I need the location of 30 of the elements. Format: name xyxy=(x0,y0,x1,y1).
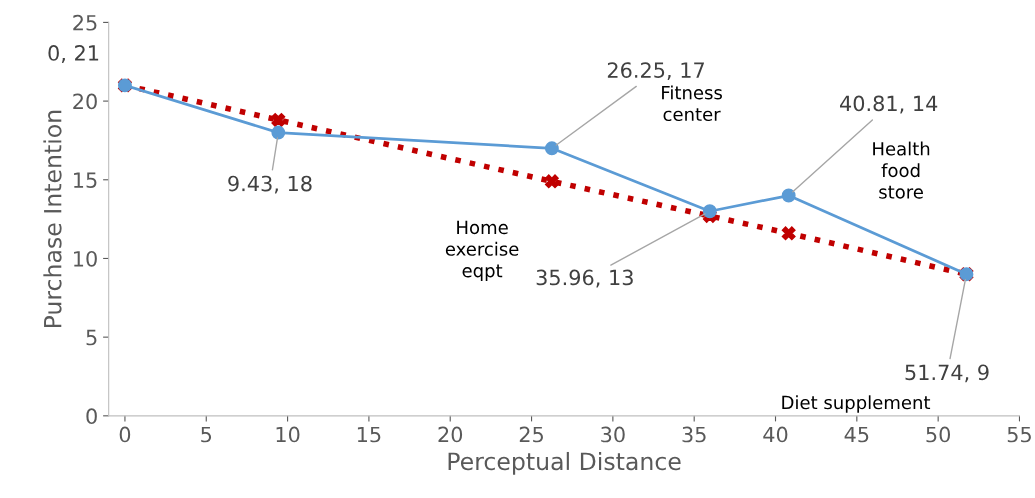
x-tick-label: 45 xyxy=(844,426,869,443)
annotation: Fitness center xyxy=(662,85,722,122)
y-tick-label: 10 xyxy=(74,250,97,267)
y-tick-label: 25 xyxy=(73,14,97,31)
x-tick-label: 30 xyxy=(601,426,625,443)
x-tick-label: 40 xyxy=(763,426,788,443)
annotation: 0, 21 xyxy=(48,45,99,63)
x-tick-label: 25 xyxy=(519,426,543,443)
y-axis-title: Purchase Intention xyxy=(43,110,62,328)
y-tick-label: 15 xyxy=(74,172,97,188)
annotation: 51.74, 9 xyxy=(905,364,989,383)
x-tick-label: 0 xyxy=(119,426,131,443)
annotation: Diet supplement xyxy=(782,395,931,413)
annotation: 40.81, 14 xyxy=(840,95,938,114)
x-tick-label: 55 xyxy=(1007,426,1031,443)
x-axis-title: Perceptual Distance xyxy=(448,451,681,475)
annotation: Home exercise eqpt xyxy=(445,220,519,281)
annotation: 9.43, 18 xyxy=(228,175,312,194)
y-tick-label: 20 xyxy=(73,93,97,110)
y-tick-label: 5 xyxy=(86,329,97,346)
y-tick-label: 0 xyxy=(86,408,97,425)
annotation: 26.25, 17 xyxy=(607,62,704,81)
annotation: Health food store xyxy=(873,141,930,199)
x-tick-label: 15 xyxy=(357,426,381,443)
x-tick-label: 5 xyxy=(201,426,212,443)
x-tick-label: 20 xyxy=(438,426,463,443)
x-tick-label: 50 xyxy=(926,426,951,443)
annotation: 35.96, 13 xyxy=(536,269,633,288)
x-tick-label: 35 xyxy=(682,426,706,443)
x-tick-label: 10 xyxy=(276,426,300,443)
